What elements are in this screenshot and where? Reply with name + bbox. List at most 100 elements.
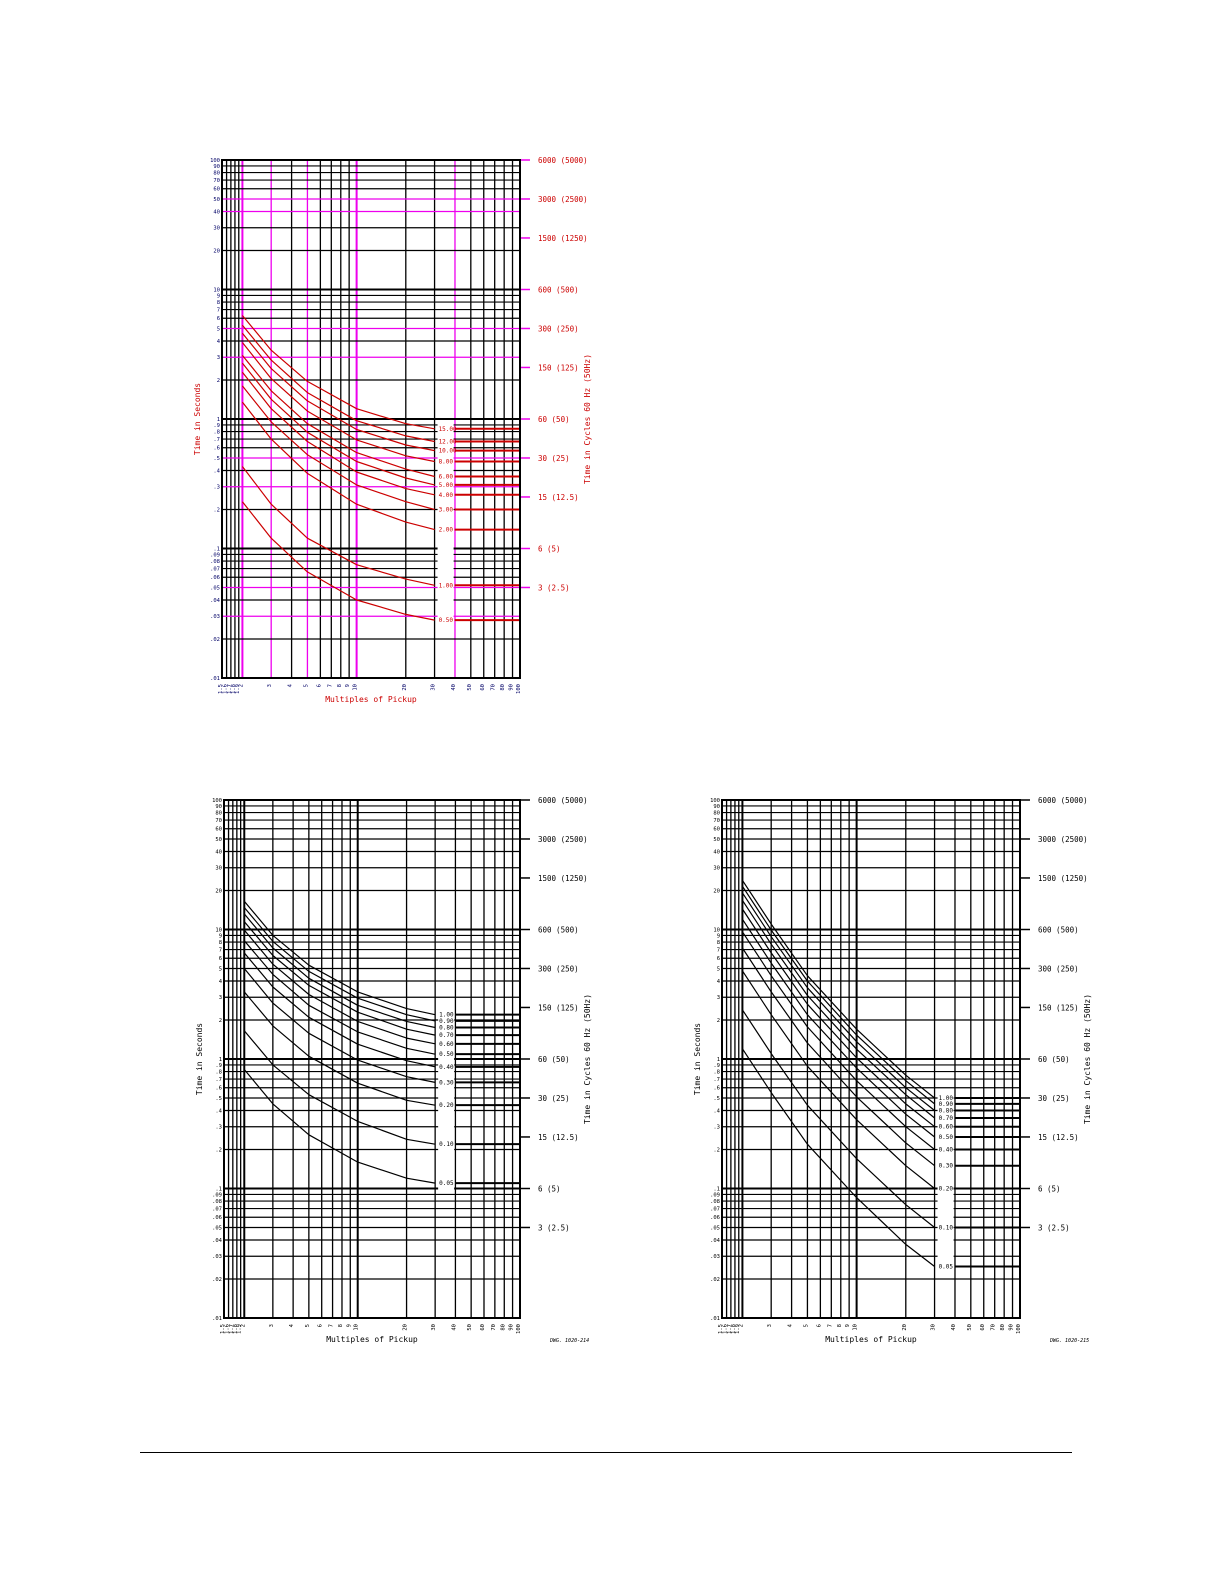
chart-bottom-left-curve: [243, 952, 436, 1068]
chart-bottom-left-xtick-label: 3: [269, 1324, 275, 1327]
chart-top-y-axis-title: Time in Seconds: [193, 383, 202, 455]
chart-bottom-left-ytick-label: .08: [212, 1199, 222, 1205]
chart-top-ytick-label: 30: [213, 226, 220, 232]
chart-bottom-left-ytick-label: .02: [212, 1277, 222, 1283]
chart-bottom-left-xtick-label: 8: [338, 1324, 344, 1327]
chart-bottom-left-xtick-label: 1.8: [233, 1324, 239, 1334]
chart-bottom-right-curve: [741, 879, 935, 1099]
chart-top-cycle-label: 1500 (1250): [538, 234, 588, 243]
chart-bottom-left-ytick-label: 8: [219, 940, 222, 946]
chart-bottom-right-curve: [741, 947, 935, 1167]
chart-bottom-left-xtick-label: 70: [491, 1324, 497, 1331]
chart-bottom-right-ytick-label: 3: [717, 995, 720, 1001]
chart-bottom-right-xtick-label: 6: [816, 1324, 822, 1327]
chart-bottom-left-curve-label: 0.70: [439, 1032, 454, 1039]
chart-bottom-right-curve-label: 0.90: [939, 1101, 954, 1108]
chart-top-ytick-label: .04: [210, 598, 221, 604]
chart-top-curve-label: 4.00: [439, 492, 454, 499]
chart-top-ytick-label: .3: [213, 485, 220, 491]
chart-bottom-right-dwg-label: DWG. 1020-215: [1049, 1338, 1089, 1344]
chart-bottom-right-xtick-label: 1.7: [727, 1324, 733, 1334]
chart-bottom-left-ytick-label: 40: [215, 850, 222, 856]
chart-bottom-right-xtick-label: 2: [738, 1324, 744, 1327]
chart-bottom-left-ytick-label: 60: [215, 827, 222, 833]
chart-bottom-right-cycle-label: 600 (500): [1038, 926, 1079, 935]
chart-top-ytick-label: .4: [213, 469, 220, 475]
chart-bottom-right-cycle-label: 3 (2.5): [1038, 1223, 1070, 1232]
chart-bottom-left-curve: [243, 929, 436, 1045]
chart-bottom-right-ytick-label: 5: [717, 966, 720, 972]
chart-top-ytick-label: 2: [217, 378, 220, 384]
chart-bottom-right-label-box: [937, 1091, 954, 1275]
chart-bottom-right-curve: [741, 1009, 935, 1228]
chart-top-curve-label: 0.50: [439, 617, 454, 624]
chart-bottom-left-ytick-label: 2: [219, 1018, 222, 1024]
chart-bottom-right-xtick-label: 1.5: [718, 1324, 724, 1334]
chart-bottom-right-xtick-label: 80: [1000, 1324, 1006, 1331]
chart-bottom-right-ytick-label: 1: [717, 1057, 720, 1063]
chart-bottom-left-xtick-label: 90: [509, 1324, 515, 1331]
chart-bottom-right-curve-label: 1.00: [939, 1095, 954, 1102]
chart-top-curve-label: 5.00: [439, 482, 454, 489]
chart-bottom-left-curve: [243, 913, 436, 1029]
chart-top-ytick-label: .9: [213, 423, 220, 429]
chart-bottom-left-curve: [243, 900, 436, 1016]
chart-bottom-left-cycle-label: 30 (25): [538, 1094, 570, 1103]
chart-top-curve-label: 6.00: [439, 473, 454, 480]
chart-top-curve: [241, 466, 435, 586]
chart-top-x-axis-title: Multiples of Pickup: [325, 695, 417, 704]
chart-bottom-right-curve: [741, 885, 935, 1105]
chart-bottom-left-cycle-label: 6000 (5000): [538, 796, 588, 805]
chart-top-xtick-label: 1.6: [223, 684, 229, 694]
chart-bottom-right-ytick-label: .3: [713, 1125, 720, 1131]
chart-bottom-left-ytick-label: .01: [212, 1316, 222, 1322]
chart-bottom-left-curve: [243, 907, 436, 1022]
chart-bottom-left-curve: [243, 940, 436, 1055]
chart-top-curve: [241, 371, 435, 496]
chart-bottom-left-cycle-label: 600 (500): [538, 926, 579, 935]
chart-bottom-left-dwg-label: DWG. 1020-214: [549, 1338, 589, 1344]
chart-top-ytick-label: .8: [213, 430, 220, 436]
chart-top-ytick-label: .05: [210, 585, 220, 591]
chart-bottom-right-cycle-label: 150 (125): [1038, 1003, 1079, 1012]
chart-top-ytick-label: .08: [210, 559, 220, 565]
chart-bottom-left-xtick-label: 100: [516, 1324, 522, 1334]
chart-top-curve: [241, 401, 435, 531]
chart-bottom-right-xtick-label: 20: [902, 1324, 908, 1331]
chart-bottom-right-cycle-label: 30 (25): [1038, 1094, 1070, 1103]
chart-bottom-left-cycle-label: 15 (12.5): [538, 1133, 579, 1142]
chart-top-curve: [241, 385, 435, 511]
chart-top-ytick-label: 20: [213, 249, 220, 255]
chart-bottom-right-curve-label: 0.40: [939, 1147, 954, 1154]
chart-top-xtick-label: 80: [500, 684, 506, 691]
chart-top-curve: [241, 315, 435, 430]
chart-bottom-right-ytick-label: .5: [713, 1096, 720, 1102]
chart-bottom-right-ytick-label: .2: [713, 1148, 720, 1154]
chart-top-xtick-label: 100: [516, 684, 522, 694]
chart-bottom-right-xtick-label: 8: [837, 1324, 843, 1327]
chart-bottom-left-xtick-label: 20: [403, 1324, 409, 1331]
chart-top-ytick-label: .09: [210, 552, 220, 558]
chart-top-ytick-label: .06: [210, 575, 220, 581]
chart-top-xtick-label: 1.5: [218, 684, 224, 694]
chart-bottom-left-ytick-label: .5: [215, 1096, 222, 1102]
chart-bottom-left-xtick-label: 7: [329, 1324, 335, 1327]
chart-bottom-right-curve-label: 0.30: [939, 1163, 954, 1170]
chart-bottom-right-curve: [741, 970, 935, 1189]
chart-bottom-left-curve-label: 0.10: [439, 1141, 454, 1148]
chart-bottom-left-xtick-label: 80: [500, 1324, 506, 1331]
chart-bottom-left-ytick-label: .7: [215, 1077, 222, 1083]
chart-bottom-left-ytick-label: 7: [219, 948, 222, 954]
chart-bottom-left-y-axis-title: Time in Seconds: [195, 1023, 204, 1095]
chart-bottom-right-curve-label: 0.60: [939, 1124, 954, 1131]
chart-top-ytick-label: .1: [213, 547, 220, 553]
chart-top-curve: [241, 324, 435, 443]
chart-bottom-right-ytick-label: .8: [713, 1070, 720, 1076]
chart-bottom-left-ytick-label: 6: [219, 956, 222, 962]
chart-bottom-right-cycle-label: 3000 (2500): [1038, 835, 1088, 844]
chart-bottom-left-ytick-label: 1: [219, 1057, 222, 1063]
chart-bottom-right-curve: [741, 931, 935, 1150]
chart-top-cycle-label: 30 (25): [538, 454, 570, 463]
chart-top-cycle-label: 6000 (5000): [538, 156, 588, 165]
